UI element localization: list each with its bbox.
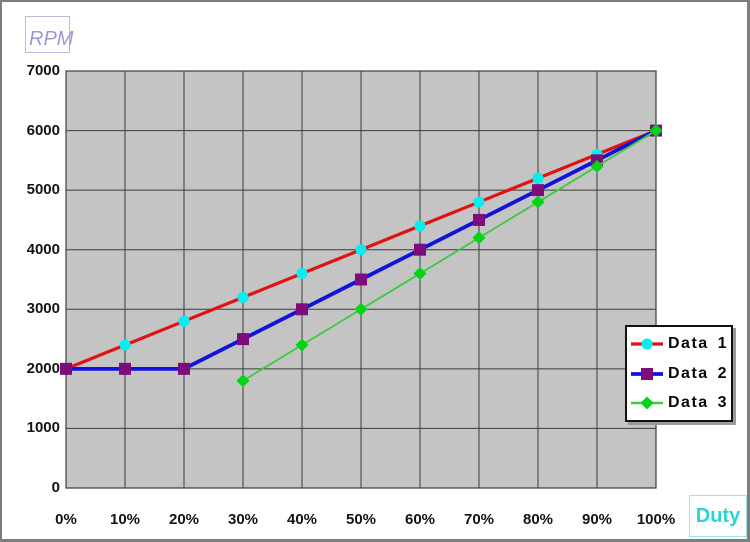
series-data-3-marker-icon (413, 267, 427, 281)
y-tick-label: 1000 (26, 419, 60, 437)
x-tick-label: 20% (168, 511, 200, 528)
series-data-3-line (242, 129, 657, 382)
x-tick-label: 30% (227, 511, 259, 528)
y-tick-label: 2000 (26, 359, 60, 377)
x-axis-unit-box: Duty (689, 495, 747, 537)
series-data-1-marker-icon (532, 172, 544, 184)
series-data-1-marker-icon (178, 315, 190, 327)
legend-label-data-1: Data 1 (668, 334, 729, 352)
series-data-3-marker-icon (236, 374, 250, 388)
series-data-1-marker-icon (296, 268, 308, 280)
series-data-2-marker-icon (414, 243, 426, 256)
series-data-1-marker-icon (119, 339, 131, 351)
series-data-3-marker-icon (531, 195, 545, 209)
series-data-3-marker-icon (649, 124, 663, 138)
x-tick-label: 40% (286, 511, 318, 528)
x-tick-label: 70% (463, 511, 495, 528)
x-tick-label: 80% (522, 511, 554, 528)
y-tick-label: 4000 (26, 240, 60, 258)
x-tick-label: 10% (109, 511, 141, 528)
x-axis-unit-label: Duty (695, 504, 741, 527)
legend-data-2-marker-icon (641, 367, 653, 380)
y-tick-label: 7000 (26, 62, 60, 79)
series-data-2-marker-icon (119, 362, 131, 375)
y-tick-label: 6000 (26, 121, 60, 139)
series-data-1-marker-icon (414, 220, 426, 232)
legend-label-data-3: Data 3 (668, 394, 729, 412)
series-data-2-marker-icon (532, 184, 544, 197)
series-data-3-marker-icon (472, 231, 486, 245)
series-data-3-marker-icon (354, 302, 368, 316)
y-axis-unit-box: RPM (25, 16, 74, 53)
series-data-2-marker-icon (473, 213, 485, 226)
series-data-3-marker-icon (590, 159, 604, 173)
x-tick-label: 100% (636, 511, 676, 528)
y-tick-label: 3000 (26, 300, 60, 318)
x-tick-label: 90% (581, 511, 613, 528)
legend-swatch-data-3-icon (631, 396, 663, 410)
y-axis-unit-label: RPM (29, 28, 74, 50)
series-data-1-marker-icon (473, 196, 485, 208)
legend-item-data-3: Data 3 (627, 388, 731, 418)
y-tick-label: 5000 (26, 181, 60, 199)
legend-data-1-marker-icon (641, 338, 653, 350)
series-data-2-marker-icon (178, 362, 190, 375)
legend-label-data-2: Data 2 (668, 364, 729, 382)
legend: Data 1 Data 2 Data 3 (625, 325, 733, 422)
series-data-3-marker-icon (295, 338, 309, 352)
series-data-2-marker-icon (355, 273, 367, 286)
legend-item-data-1: Data 1 (627, 329, 731, 359)
x-tick-label: 50% (345, 511, 377, 528)
x-tick-label: 60% (404, 511, 436, 528)
series-data-2-marker-icon (60, 362, 72, 375)
y-tick-label: 0 (51, 479, 60, 496)
series-data-1-marker-icon (355, 244, 367, 256)
series-data-2-marker-icon (296, 303, 308, 316)
legend-swatch-data-2-icon (631, 367, 663, 380)
legend-swatch-data-1-icon (631, 338, 663, 350)
legend-data-3-marker-icon (640, 396, 654, 410)
x-tick-label: 0% (55, 511, 77, 528)
series-data-2-marker-icon (237, 333, 249, 346)
legend-item-data-2: Data 2 (627, 359, 731, 389)
series-data-1-marker-icon (237, 291, 249, 303)
